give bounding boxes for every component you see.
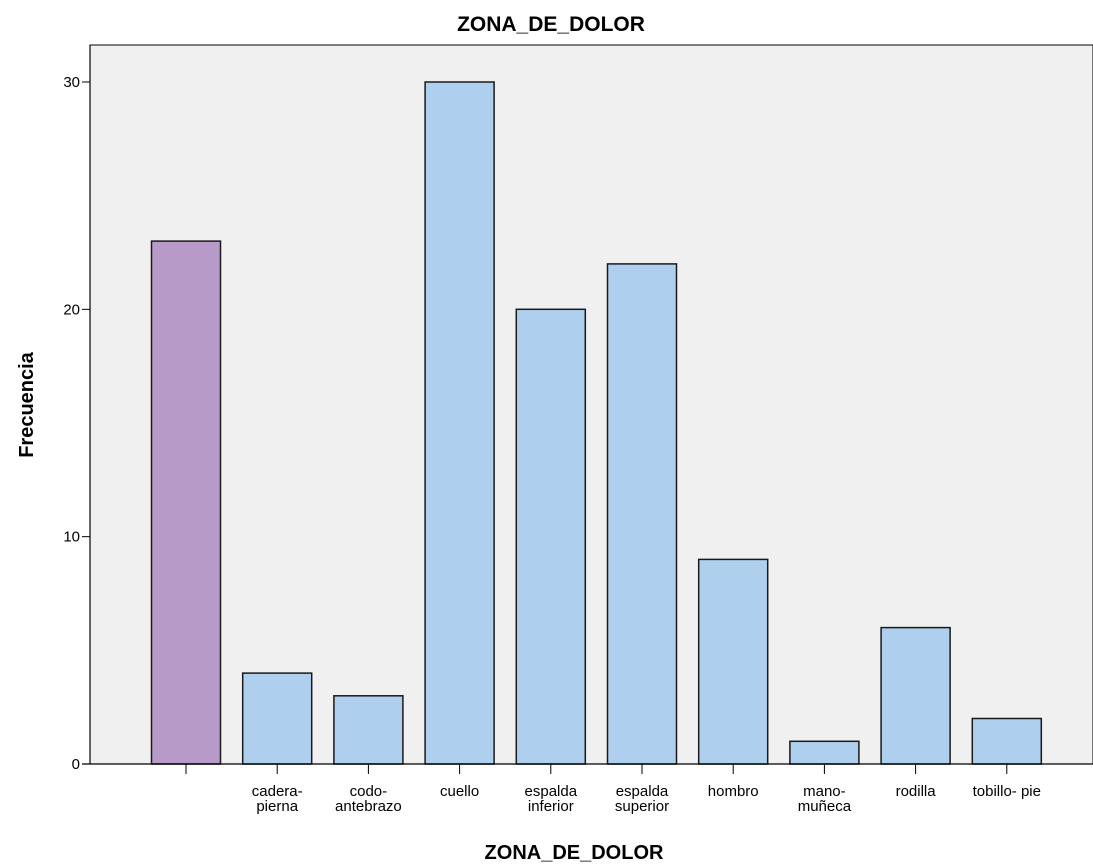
x-tick-label-7: mano-muñeca xyxy=(798,783,852,815)
x-tick-label-3: cuello xyxy=(440,783,479,800)
x-tick-label-8: rodilla xyxy=(896,783,937,800)
y-tick-label-2: 20 xyxy=(63,301,80,318)
chart-title: ZONA_DE_DOLOR xyxy=(457,13,645,36)
bar-6 xyxy=(699,559,768,764)
x-tick-label-1: cadera-pierna xyxy=(252,783,303,815)
bar-1 xyxy=(243,673,312,764)
x-tick-label-9: tobillo- pie xyxy=(973,783,1041,800)
bar-5 xyxy=(608,264,677,764)
bar-8 xyxy=(881,628,950,764)
y-ticks-group: 0 10 20 30 xyxy=(63,74,90,773)
y-tick-label-1: 10 xyxy=(63,529,80,546)
x-tick-label-5: espalda superior xyxy=(615,783,669,815)
x-axis-title: ZONA_DE_DOLOR xyxy=(485,842,664,864)
bar-9 xyxy=(972,719,1041,765)
y-tick-label-3: 30 xyxy=(63,74,80,91)
y-axis-title: Frecuencia xyxy=(16,351,38,457)
x-tick-label-2: codo-antebrazo xyxy=(335,783,402,815)
bar-3 xyxy=(425,82,494,764)
x-tick-label-6: hombro xyxy=(708,783,759,800)
bar-2 xyxy=(334,696,403,764)
x-tick-label-4: espalda inferior xyxy=(525,783,578,815)
bar-4 xyxy=(516,309,585,764)
bar-0 xyxy=(152,241,221,764)
y-tick-label-0: 0 xyxy=(72,756,80,773)
bar-7 xyxy=(790,741,859,764)
